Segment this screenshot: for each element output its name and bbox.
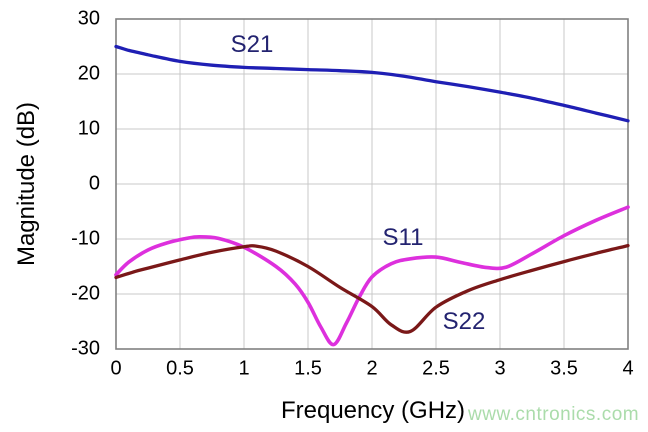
series-curve-s21 xyxy=(114,44,630,123)
y-tick-label: 0 xyxy=(88,172,100,195)
x-tick-label: 0 xyxy=(110,357,122,380)
series-label-s22: S22 xyxy=(442,308,486,335)
x-tick-label: 3 xyxy=(494,357,506,380)
x-tick-label: 3.5 xyxy=(550,357,578,380)
y-tick-label: -10 xyxy=(71,227,100,250)
y-tick-label: 10 xyxy=(77,117,100,140)
series-curve-s22 xyxy=(114,243,630,334)
series-curve-s11 xyxy=(114,205,630,347)
x-tick-label: 1.5 xyxy=(294,357,322,380)
y-tick-label: 20 xyxy=(77,62,100,85)
x-tick-label: 0.5 xyxy=(166,357,194,380)
x-tick-labels: 0 0.5 1 1.5 2 2.5 3 3.5 4 xyxy=(0,358,648,393)
series-label-s21: S21 xyxy=(230,31,274,58)
y-tick-labels: 30 20 10 0 -10 -20 -30 xyxy=(0,0,100,432)
y-tick-label: -20 xyxy=(71,282,100,305)
x-axis-title: Frequency (GHz) xyxy=(280,397,466,424)
y-tick-label: 30 xyxy=(77,7,100,30)
series-label-s11: S11 xyxy=(382,224,424,251)
x-tick-label: 1 xyxy=(238,357,250,380)
plot-border xyxy=(115,18,629,350)
y-tick-label: -30 xyxy=(71,337,100,360)
watermark-text: www.cntronics.com xyxy=(468,404,640,425)
x-tick-label: 2.5 xyxy=(422,357,450,380)
x-tick-label: 4 xyxy=(622,357,634,380)
x-tick-label: 2 xyxy=(366,357,378,380)
